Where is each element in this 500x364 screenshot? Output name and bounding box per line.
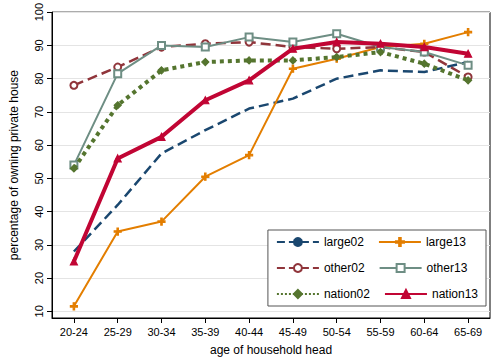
svg-text:20-24: 20-24: [60, 326, 88, 338]
svg-text:90: 90: [33, 39, 45, 51]
svg-text:percentage of owning private h: percentage of owning private house: [7, 70, 21, 260]
svg-text:35-39: 35-39: [191, 326, 219, 338]
svg-text:large13: large13: [426, 235, 466, 249]
svg-text:80: 80: [33, 73, 45, 85]
svg-text:30-34: 30-34: [147, 326, 175, 338]
svg-text:30: 30: [33, 239, 45, 251]
svg-text:60-64: 60-64: [410, 326, 438, 338]
svg-text:40: 40: [33, 206, 45, 218]
svg-text:other02: other02: [324, 261, 365, 275]
svg-text:70: 70: [33, 106, 45, 118]
svg-text:60: 60: [33, 139, 45, 151]
svg-text:large02: large02: [324, 235, 364, 249]
svg-text:nation13: nation13: [432, 287, 478, 301]
svg-text:10: 10: [33, 305, 45, 317]
svg-text:25-29: 25-29: [104, 326, 132, 338]
svg-text:50-54: 50-54: [323, 326, 351, 338]
svg-text:45-49: 45-49: [279, 326, 307, 338]
svg-text:55-59: 55-59: [366, 326, 394, 338]
svg-text:50: 50: [33, 172, 45, 184]
svg-text:other13: other13: [427, 261, 468, 275]
svg-text:40-44: 40-44: [235, 326, 263, 338]
svg-text:nation02: nation02: [324, 287, 370, 301]
svg-text:age of household head: age of household head: [210, 343, 332, 357]
svg-text:65-69: 65-69: [454, 326, 482, 338]
svg-text:100: 100: [33, 3, 45, 21]
svg-text:20: 20: [33, 272, 45, 284]
